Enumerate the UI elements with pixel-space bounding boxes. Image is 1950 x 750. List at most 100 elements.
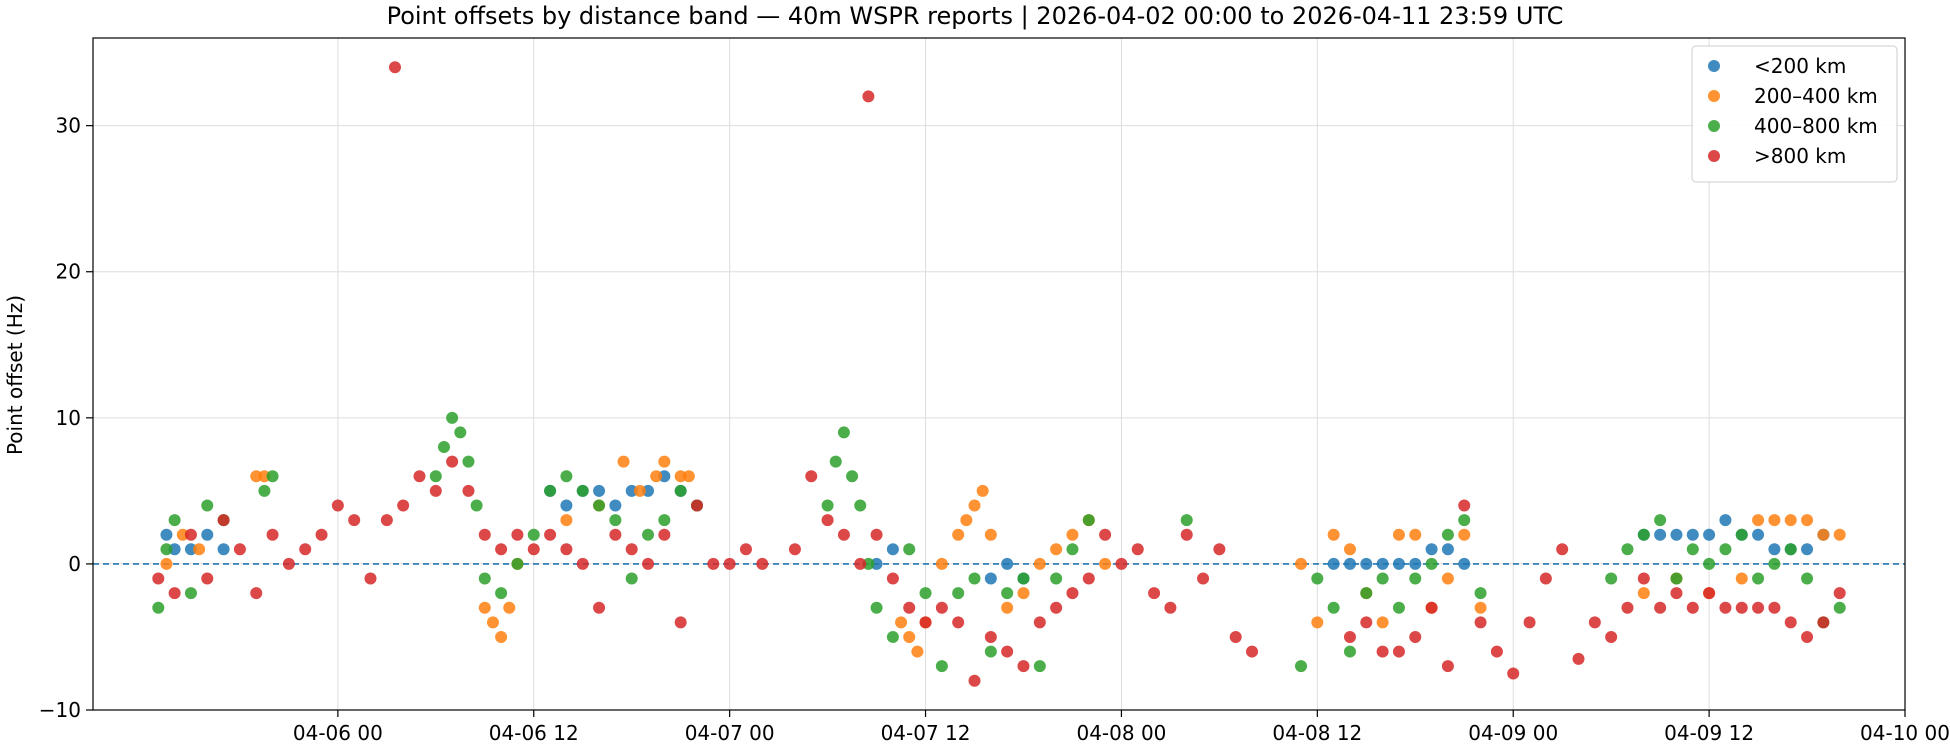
x-tick-label: 04-06 12 — [489, 721, 579, 745]
data-point — [1474, 616, 1487, 629]
legend-label: <200 km — [1754, 54, 1846, 78]
data-point — [658, 455, 671, 468]
data-point — [1360, 557, 1373, 570]
data-point — [266, 470, 279, 483]
data-point — [1115, 557, 1128, 570]
legend-frame — [1691, 45, 1898, 183]
data-point — [739, 543, 752, 556]
data-point — [1686, 528, 1699, 541]
legend-marker — [1708, 90, 1720, 102]
data-point — [976, 484, 989, 497]
data-point — [625, 543, 638, 556]
data-point — [1556, 543, 1569, 556]
data-point — [1768, 601, 1781, 614]
data-point — [829, 455, 842, 468]
data-point — [1392, 528, 1405, 541]
data-point — [1441, 660, 1454, 673]
data-point — [919, 616, 932, 629]
data-point — [1523, 616, 1536, 629]
data-point — [935, 557, 948, 570]
data-point — [1311, 572, 1324, 585]
data-point — [1343, 630, 1356, 643]
data-point — [217, 543, 230, 556]
data-point — [854, 499, 867, 512]
data-point — [1752, 601, 1765, 614]
data-point — [1801, 630, 1814, 643]
data-point — [691, 499, 703, 512]
data-point — [486, 616, 499, 629]
data-point — [1066, 587, 1079, 600]
data-point — [984, 572, 997, 585]
data-point — [1148, 587, 1161, 600]
data-point — [1425, 543, 1438, 556]
data-point — [1605, 572, 1618, 585]
data-point — [1703, 528, 1716, 541]
data-point — [152, 572, 165, 585]
data-point — [1001, 557, 1014, 570]
data-point — [168, 587, 181, 600]
data-point — [1033, 557, 1046, 570]
data-point — [250, 587, 263, 600]
series-3 — [152, 411, 1846, 673]
legend-label: 400–800 km — [1754, 114, 1878, 138]
data-point — [658, 514, 671, 527]
data-point — [1213, 543, 1226, 556]
data-point — [160, 543, 173, 556]
data-point — [886, 572, 899, 585]
data-point — [1409, 557, 1422, 570]
data-point — [389, 61, 401, 74]
data-point — [805, 470, 818, 483]
data-point — [1458, 499, 1471, 512]
data-point — [1474, 601, 1487, 614]
data-point — [560, 470, 573, 483]
data-point — [201, 499, 214, 512]
data-point — [968, 572, 981, 585]
data-point — [1801, 543, 1814, 556]
series-4 — [152, 61, 1846, 687]
data-point — [184, 528, 197, 541]
data-point — [478, 572, 491, 585]
data-point — [1311, 616, 1324, 629]
y-axis-label: Point offset (Hz) — [3, 295, 27, 455]
data-point — [1637, 572, 1650, 585]
data-point — [1295, 660, 1307, 673]
data-point — [1327, 528, 1340, 541]
data-point — [1441, 543, 1454, 556]
data-point — [593, 499, 606, 512]
data-point — [1001, 601, 1014, 614]
data-point — [1833, 601, 1846, 614]
data-point — [1343, 557, 1356, 570]
data-point — [462, 484, 475, 497]
data-point — [201, 572, 214, 585]
legend-label: >800 km — [1754, 144, 1846, 168]
plot-frame — [92, 37, 1906, 711]
data-point — [1099, 528, 1112, 541]
x-tick-label: 04-10 00 — [1860, 721, 1950, 745]
data-point — [266, 528, 279, 541]
data-point — [429, 484, 442, 497]
data-point — [968, 499, 981, 512]
data-point — [935, 660, 948, 673]
data-point — [984, 645, 997, 658]
x-tick-label: 04-09 00 — [1468, 721, 1558, 745]
data-point — [462, 455, 475, 468]
data-point — [1719, 601, 1732, 614]
data-point — [1409, 572, 1422, 585]
data-point — [609, 499, 622, 512]
data-point — [282, 557, 295, 570]
data-point — [1735, 572, 1748, 585]
data-point — [1654, 601, 1667, 614]
data-point — [911, 645, 924, 658]
data-point — [1017, 660, 1030, 673]
data-point — [1735, 528, 1748, 541]
data-point — [837, 528, 850, 541]
data-point — [837, 426, 850, 439]
data-point — [846, 470, 859, 483]
data-point — [593, 601, 606, 614]
data-point — [1605, 630, 1618, 643]
data-point — [380, 514, 393, 527]
data-point — [862, 90, 875, 103]
legend: <200 km 200–400 km 400–800 km >800 km — [1691, 45, 1898, 183]
data-point — [870, 528, 883, 541]
